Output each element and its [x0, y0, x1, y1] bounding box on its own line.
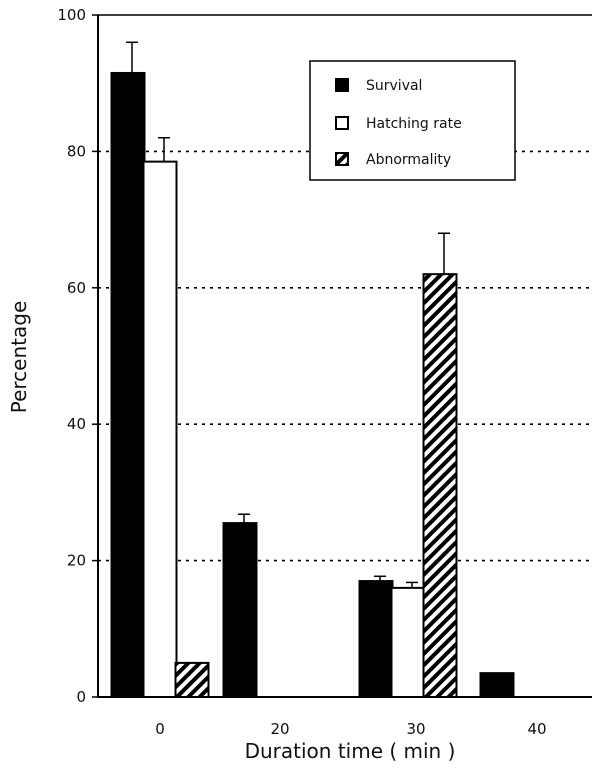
bar-survival-20: [222, 522, 258, 699]
legend-label-survival: Survival: [366, 78, 422, 94]
bar-abnormality-0: [174, 661, 210, 699]
bars-group: [110, 71, 515, 699]
legend-swatch-abnormality: [335, 152, 349, 166]
gridlines: [98, 150, 592, 562]
y-tick-label-40: 40: [67, 415, 86, 433]
plot-frame: [97, 14, 592, 698]
x-axis-title: Duration time ( min ): [245, 739, 456, 763]
y-tick-label-0: 0: [76, 688, 86, 706]
bar-hatching-rate-0: [142, 160, 178, 698]
legend-label-hatching-rate: Hatching rate: [366, 116, 462, 132]
y-tick-label-80: 80: [67, 142, 86, 160]
legend-label-abnormality: Abnormality: [366, 152, 451, 168]
bar-hatching-rate-30: [390, 586, 426, 699]
y-axis-title: Percentage: [7, 301, 31, 414]
bar-abnormality-30: [422, 273, 458, 698]
x-tick-label-20: 20: [270, 720, 289, 738]
x-tick-label-40: 40: [527, 720, 546, 738]
legend-swatch-survival: [335, 78, 349, 92]
legend: Survival Hatching rate Abnormality: [309, 60, 516, 181]
bar-survival-30: [358, 580, 394, 698]
bar-survival-40: [479, 672, 515, 699]
x-tick-label-0: 0: [155, 720, 165, 738]
y-tick-label-100: 100: [57, 6, 86, 24]
x-tick-labels: 0 20 30 40: [155, 720, 546, 738]
error-bars-group: [126, 41, 450, 588]
y-tick-label-20: 20: [67, 552, 86, 570]
y-tick-label-60: 60: [67, 279, 86, 297]
legend-swatch-hatching-rate: [335, 116, 349, 130]
y-tick-labels: 0 20 40 60 80 100: [57, 6, 98, 706]
bar-survival-0: [110, 71, 146, 699]
x-tick-label-30: 30: [406, 720, 425, 738]
